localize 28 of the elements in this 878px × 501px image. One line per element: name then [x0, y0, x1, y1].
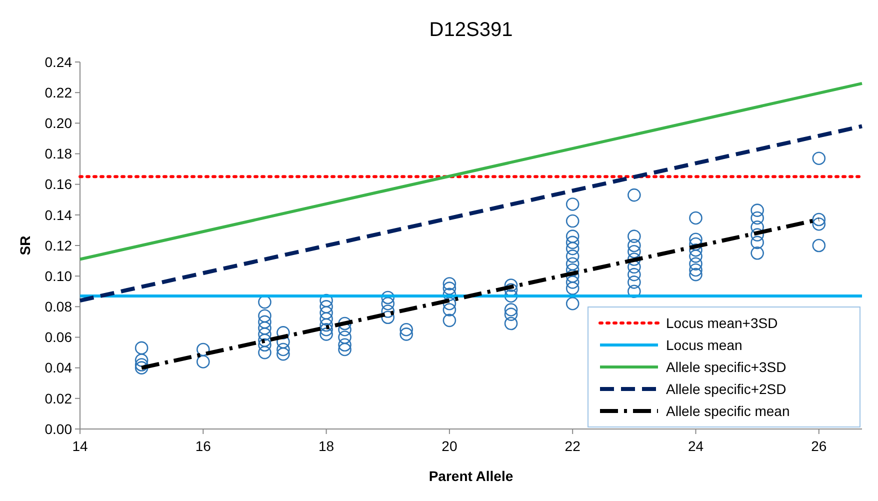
y-axis-title: SR [17, 236, 33, 256]
y-tick-label: 0.10 [44, 268, 72, 284]
x-tick-label: 18 [318, 438, 334, 454]
x-tick-label: 14 [72, 438, 88, 454]
legend-label: Allele specific mean [666, 402, 790, 419]
x-axis-title: Parent Allele [428, 468, 514, 484]
legend-label: Allele specific+3SD [666, 358, 786, 375]
x-tick-label: 26 [811, 438, 827, 454]
legend-label: Locus mean [666, 336, 742, 353]
x-tick-label: 20 [442, 438, 458, 454]
y-tick-label: 0.16 [44, 176, 72, 192]
y-tick-label: 0.18 [44, 146, 72, 162]
y-tick-label: 0.00 [44, 420, 72, 437]
y-tick-label: 0.08 [44, 298, 72, 315]
x-tick-label: 24 [688, 438, 704, 454]
y-tick-label: 0.22 [44, 84, 72, 100]
legend-label: Locus mean+3SD [666, 314, 778, 331]
x-tick-label: 16 [195, 438, 212, 454]
y-tick-label: 0.06 [44, 329, 72, 346]
y-tick-label: 0.24 [44, 54, 72, 70]
y-tick-label: 0.20 [44, 115, 72, 132]
legend-label: Allele specific+2SD [666, 380, 786, 397]
x-tick-label: 22 [564, 438, 581, 454]
y-tick-label: 0.02 [44, 390, 72, 406]
y-tick-label: 0.14 [44, 206, 72, 223]
chart-title: D12S391 [429, 19, 513, 41]
y-tick-label: 0.12 [44, 237, 72, 254]
y-tick-label: 0.04 [44, 360, 72, 376]
